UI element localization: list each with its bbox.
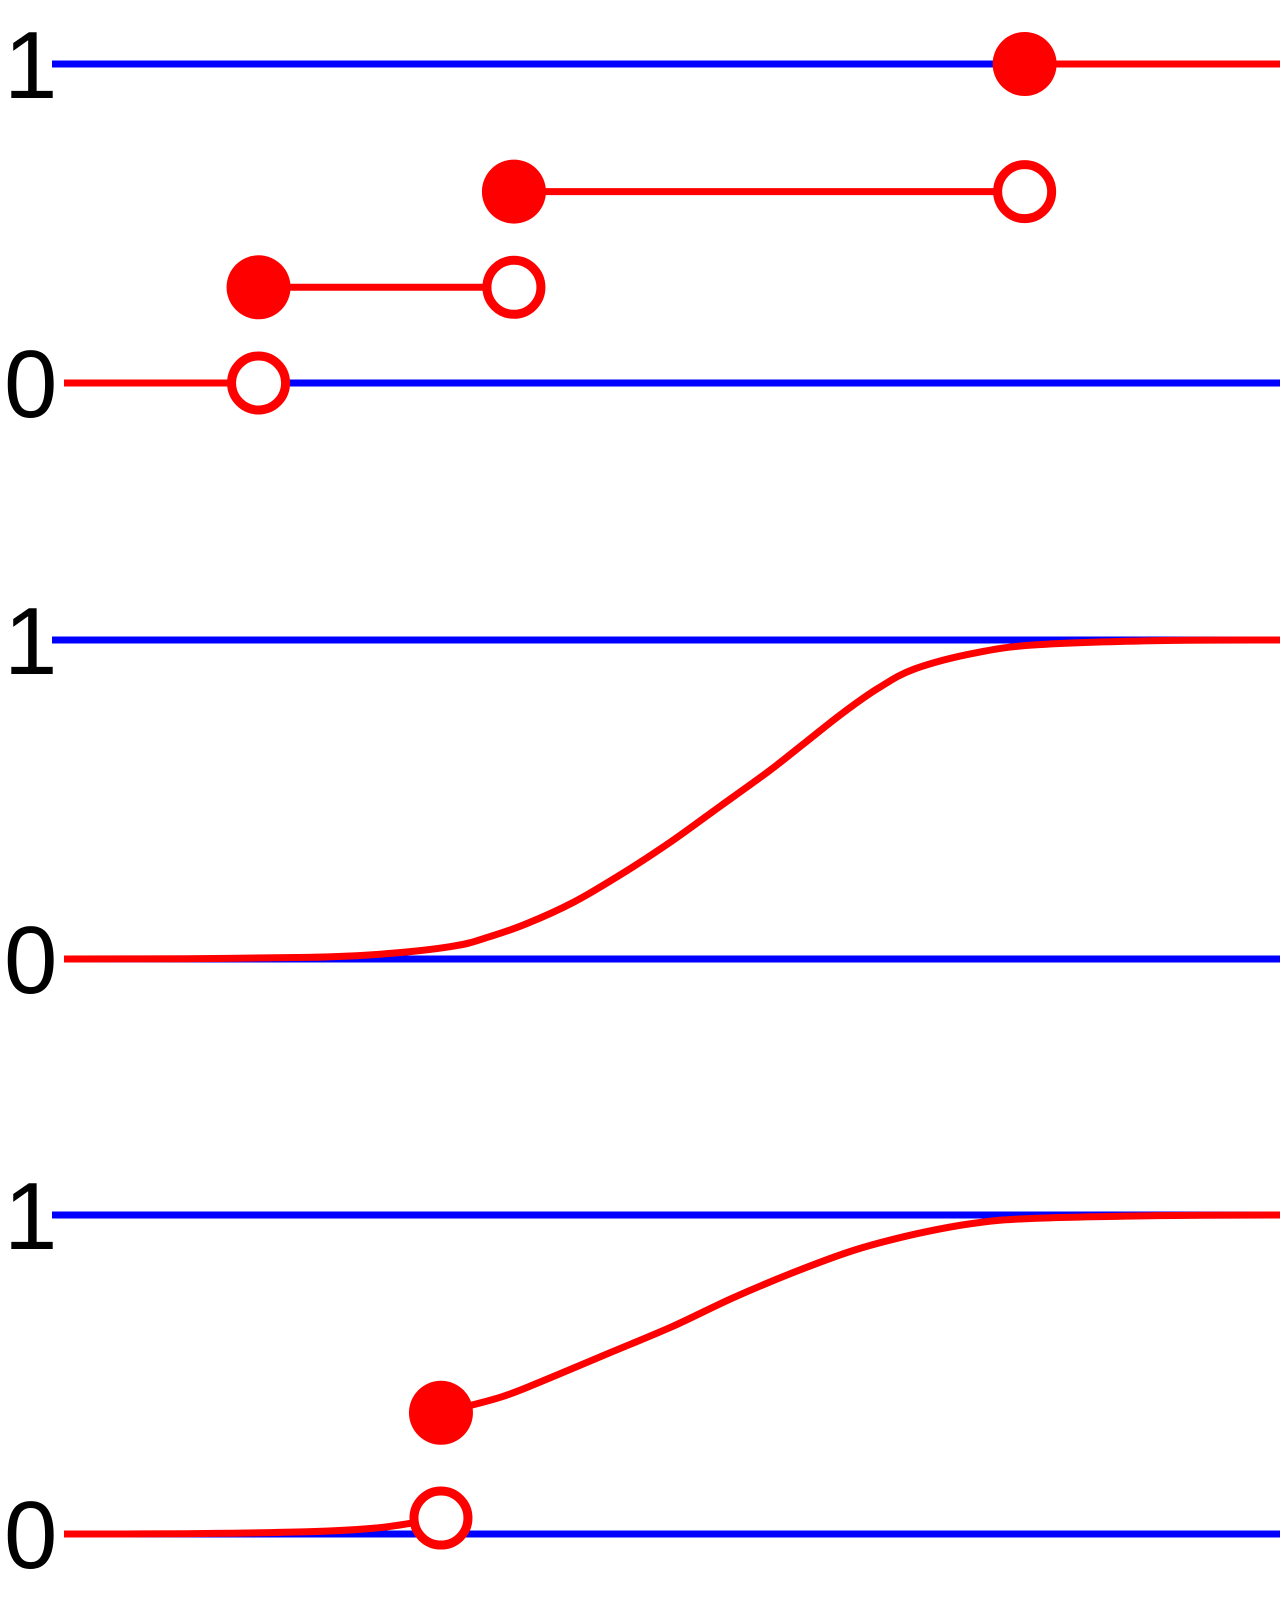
closed-point [226, 255, 291, 320]
open-point [409, 1486, 473, 1550]
series-curve [63, 636, 1280, 963]
open-point [482, 255, 546, 319]
series-curve [440, 1211, 1280, 1417]
closed-point [408, 1380, 473, 1445]
step-function-panel: 01 [4, 12, 1280, 438]
series-curve [63, 1514, 442, 1538]
open-point [227, 351, 291, 415]
y-tick-label-0: 0 [4, 1482, 57, 1589]
y-tick-label-0: 0 [4, 331, 57, 438]
y-tick-label-1: 1 [4, 588, 57, 695]
closed-point [481, 159, 546, 224]
open-point [993, 160, 1057, 224]
y-tick-label-0: 0 [4, 907, 57, 1014]
smooth-curve-panel: 01 [4, 588, 1280, 1014]
y-tick-label-1: 1 [4, 1163, 57, 1270]
closed-point [992, 32, 1057, 96]
y-tick-label-1: 1 [4, 12, 57, 119]
curve-with-jump-panel: 01 [4, 1163, 1280, 1589]
